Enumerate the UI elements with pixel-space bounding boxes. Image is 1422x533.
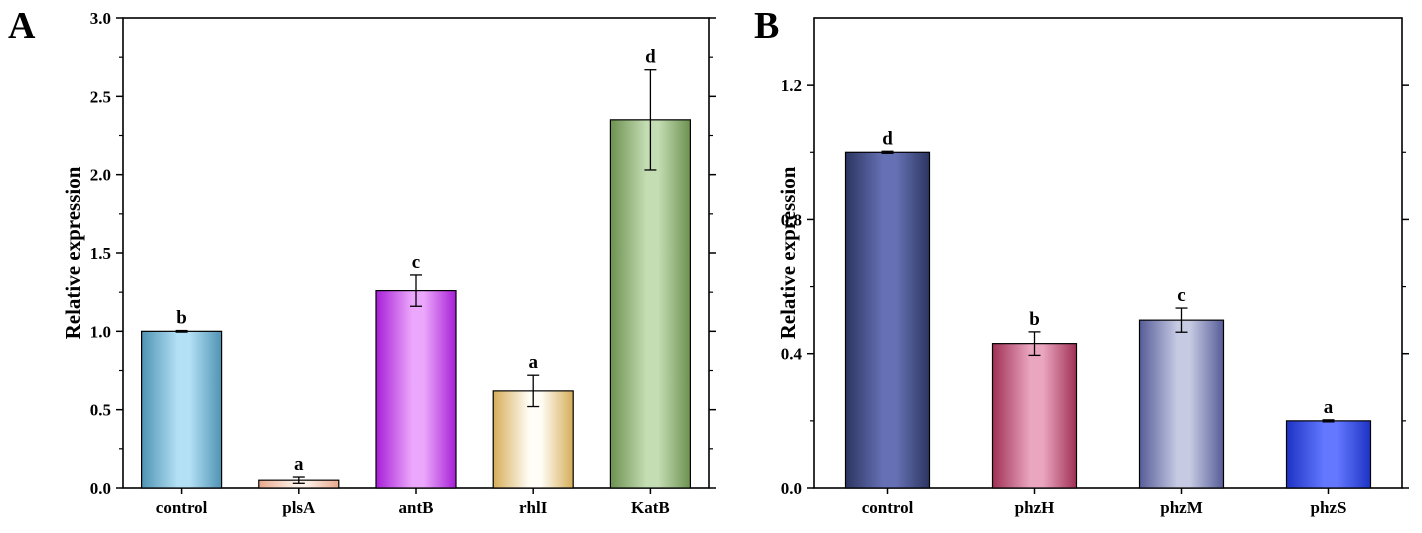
- plot-frame: [813, 17, 1403, 489]
- x-tick-label-KatB: KatB: [631, 498, 670, 517]
- y-tick-label: 3.0: [90, 9, 111, 28]
- panel-letter: A: [8, 5, 36, 47]
- significance-label-KatB: d: [645, 47, 656, 68]
- significance-label-control: b: [176, 308, 187, 329]
- bar-phzH: [991, 343, 1078, 489]
- significance-label-phzH: b: [1029, 309, 1040, 330]
- y-tick-label: 0.8: [781, 210, 802, 229]
- panel-letter: B: [754, 5, 779, 47]
- y-tick-label: 2.5: [90, 87, 111, 106]
- significance-label-phzS: a: [1324, 397, 1334, 418]
- x-tick-label-rhlI: rhlI: [519, 498, 548, 517]
- y-tick-label: 0.5: [90, 401, 111, 420]
- bar-antB: [375, 290, 457, 489]
- chart-panel-b: B 0.0 0.4 0.8 1.2 Relative expression d control…: [754, 5, 1409, 517]
- significance-label-control: d: [882, 128, 893, 149]
- x-tick-label-phzS: phzS: [1311, 498, 1347, 517]
- x-tick-label-control: control: [156, 498, 208, 517]
- x-tick-label-phzH: phzH: [1015, 498, 1055, 517]
- bar-phzS: [1285, 420, 1372, 489]
- significance-label-antB: c: [412, 252, 420, 273]
- x-tick-label-control: control: [862, 498, 914, 517]
- y-tick-label: 0.4: [781, 345, 803, 364]
- chart-panel-a: A 0.0 0.5 1.0 1.5 2.0 2.5 3.0 Relative expressio…: [8, 5, 716, 517]
- y-tick-label: 0.0: [90, 479, 111, 498]
- x-tick-label-plsA: plsA: [282, 498, 316, 517]
- y-axis-label: Relative expression: [776, 166, 800, 339]
- significance-label-rhlI: a: [528, 352, 538, 373]
- bar-KatB: [609, 119, 692, 489]
- significance-label-phzM: c: [1177, 285, 1185, 306]
- significance-label-plsA: a: [294, 454, 304, 475]
- bar-phzM: [1138, 319, 1225, 489]
- y-tick-label: 1.5: [90, 244, 111, 263]
- y-tick-label: 1.2: [781, 76, 802, 95]
- y-tick-label: 2.0: [90, 166, 111, 185]
- x-tick-label-phzM: phzM: [1160, 498, 1203, 517]
- bar-control: [141, 330, 223, 489]
- y-tick-label: 1.0: [90, 322, 111, 341]
- bar-control: [844, 151, 931, 489]
- y-tick-label: 0.0: [781, 479, 802, 498]
- y-axis-label: Relative expression: [61, 166, 85, 339]
- x-tick-label-antB: antB: [399, 498, 434, 517]
